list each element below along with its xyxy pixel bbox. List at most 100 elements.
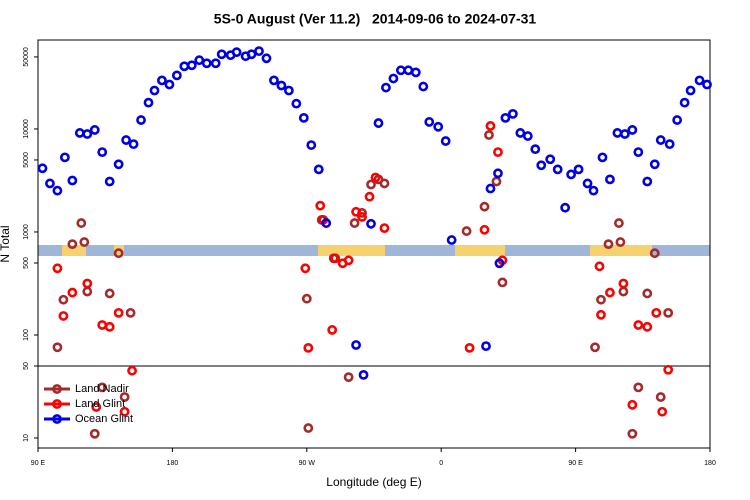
x-axis-label: Longitude (deg E) (326, 475, 421, 489)
point (303, 423, 314, 433)
x-tick-label: 0 (439, 460, 443, 467)
y-tick-label: 5000 (23, 152, 30, 168)
legend-marker (52, 384, 62, 394)
point (91, 402, 102, 412)
point (89, 428, 100, 439)
point (522, 131, 533, 141)
point (536, 160, 547, 171)
point (330, 253, 341, 264)
land-strip (455, 245, 505, 256)
point (651, 307, 662, 318)
point (500, 112, 511, 123)
point (143, 97, 154, 108)
point (418, 81, 429, 92)
point (261, 53, 272, 64)
point (605, 287, 615, 298)
point (82, 129, 93, 139)
point (642, 176, 653, 187)
point (633, 147, 644, 157)
point (395, 65, 406, 76)
point (497, 277, 508, 288)
point (343, 372, 354, 383)
x-tick-label: 180 (704, 460, 716, 467)
point (113, 248, 124, 259)
point (128, 139, 139, 150)
point (97, 382, 108, 393)
point (327, 325, 338, 335)
point (246, 49, 257, 60)
point (649, 248, 660, 259)
point (52, 185, 63, 196)
point (664, 139, 675, 150)
point (596, 309, 606, 320)
point (685, 85, 696, 96)
point (494, 258, 505, 269)
point (113, 159, 124, 170)
point (283, 85, 294, 96)
point (171, 70, 182, 81)
point (291, 98, 302, 109)
point (702, 79, 712, 90)
point (79, 237, 90, 247)
point (603, 239, 614, 250)
point (493, 168, 503, 179)
point (76, 218, 87, 228)
y-tick-label: 50 (23, 362, 30, 370)
point (619, 129, 630, 139)
point (364, 191, 375, 202)
point (484, 130, 494, 140)
point (104, 321, 115, 332)
point (269, 75, 279, 86)
y-tick-label: 50000 (23, 47, 30, 67)
point (388, 73, 399, 84)
point (315, 200, 326, 211)
point (446, 235, 457, 245)
point (655, 135, 666, 145)
point (89, 125, 100, 135)
plot-frame (37, 39, 711, 449)
point (343, 255, 354, 266)
point (618, 278, 629, 289)
chart-title: 5S-0 August (Ver 11.2) 2014-09-06 to 202… (214, 11, 537, 27)
point (627, 399, 638, 410)
point (67, 287, 78, 298)
point (306, 140, 317, 150)
point (479, 201, 490, 212)
land-strip (590, 245, 652, 256)
point (597, 152, 608, 163)
point (614, 218, 624, 228)
point (121, 135, 132, 145)
land-strip (62, 245, 86, 256)
point (642, 288, 653, 299)
y-tick-label: 1000 (23, 224, 30, 240)
point (552, 164, 563, 175)
point (663, 307, 674, 318)
point (351, 206, 361, 217)
point (582, 178, 593, 189)
point (590, 342, 600, 353)
point (45, 178, 55, 189)
point (97, 147, 108, 157)
point (515, 128, 526, 138)
x-tick-label: 90 E (568, 460, 583, 467)
point (157, 75, 167, 86)
point (164, 79, 175, 90)
point (615, 237, 626, 247)
point (545, 154, 556, 165)
point (424, 117, 435, 127)
point (74, 128, 85, 138)
point (403, 65, 414, 76)
point (485, 183, 496, 194)
point (136, 115, 146, 125)
point (149, 85, 160, 96)
point (655, 392, 666, 402)
point (119, 392, 130, 402)
point (605, 174, 615, 185)
point (588, 185, 599, 196)
point (573, 164, 584, 175)
point (594, 261, 605, 272)
x-tick-label: 180 (167, 460, 179, 467)
point (201, 58, 212, 69)
point (58, 294, 69, 305)
